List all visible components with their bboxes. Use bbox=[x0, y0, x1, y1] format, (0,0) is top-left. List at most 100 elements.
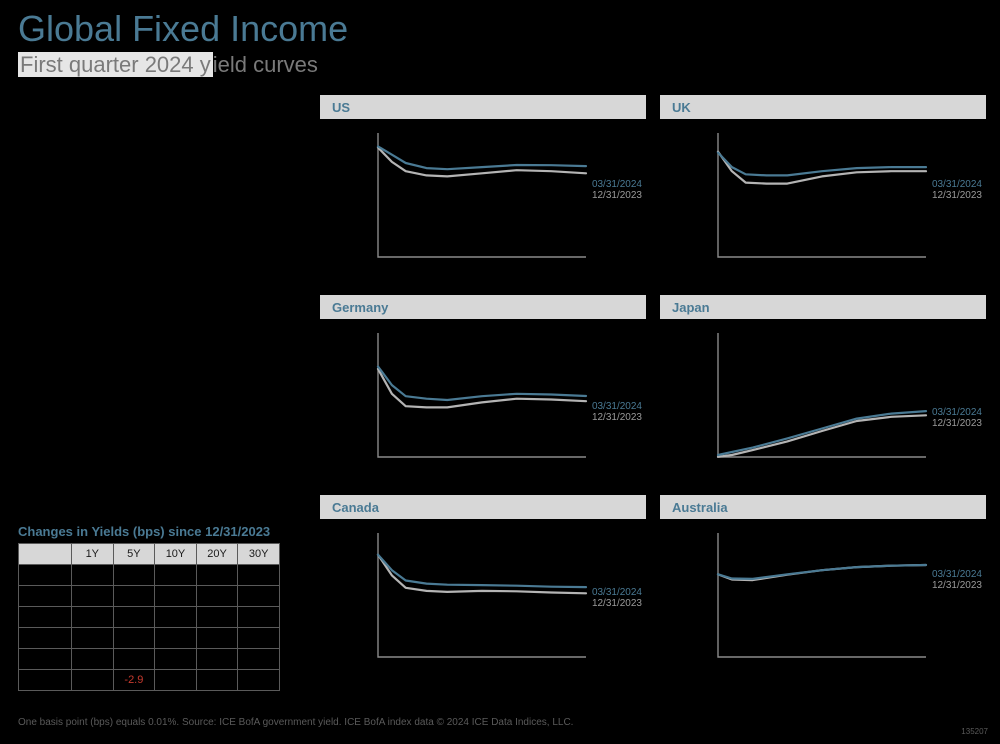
chart-title-bar: Canada bbox=[320, 495, 646, 519]
bps-table-title: Changes in Yields (bps) since 12/31/2023 bbox=[18, 524, 280, 539]
series-recent bbox=[718, 565, 926, 579]
bps-cell bbox=[238, 586, 280, 607]
bps-cell bbox=[196, 565, 238, 586]
chart-title-bar: UK bbox=[660, 95, 986, 119]
chart-legend: 03/31/202412/31/2023 bbox=[932, 407, 982, 429]
bps-cell bbox=[72, 565, 114, 586]
legend-prior: 12/31/2023 bbox=[592, 190, 642, 201]
chart-title: UK bbox=[672, 100, 691, 115]
chart-title: Germany bbox=[332, 300, 388, 315]
series-recent bbox=[378, 146, 586, 169]
legend-prior: 12/31/2023 bbox=[592, 598, 642, 609]
chart-panel: US 03/31/202412/31/2023 bbox=[320, 95, 646, 269]
chart-body: 03/31/202412/31/2023 bbox=[320, 319, 646, 469]
legend-recent: 03/31/2024 bbox=[932, 407, 982, 418]
chart-panel: Japan 03/31/202412/31/2023 bbox=[660, 295, 986, 469]
chart-title-bar: Japan bbox=[660, 295, 986, 319]
bps-table: 1Y5Y10Y20Y30Y -2.9 bbox=[18, 543, 280, 691]
table-row bbox=[19, 649, 280, 670]
bps-col-header: 5Y bbox=[113, 544, 155, 565]
legend-recent: 03/31/2024 bbox=[592, 179, 642, 190]
bps-cell bbox=[196, 586, 238, 607]
chart-axis bbox=[378, 533, 586, 657]
chart-svg bbox=[660, 519, 986, 669]
bps-col-header: 1Y bbox=[72, 544, 114, 565]
chart-panel: Canada 03/31/202412/31/2023 bbox=[320, 495, 646, 669]
chart-row: US03/31/202412/31/2023UK03/31/202412/31/… bbox=[320, 95, 986, 269]
legend-prior: 12/31/2023 bbox=[932, 418, 982, 429]
chart-axis bbox=[718, 533, 926, 657]
chart-body: 03/31/202412/31/2023 bbox=[660, 319, 986, 469]
chart-body: 03/31/202412/31/2023 bbox=[660, 119, 986, 269]
table-row bbox=[19, 565, 280, 586]
bps-cell bbox=[238, 607, 280, 628]
bps-cell bbox=[113, 649, 155, 670]
bps-cell bbox=[113, 628, 155, 649]
series-recent bbox=[378, 555, 586, 587]
bps-table-wrap: Changes in Yields (bps) since 12/31/2023… bbox=[18, 524, 280, 691]
page-subtitle: First quarter 2024 yield curves bbox=[18, 52, 318, 78]
legend-recent: 03/31/2024 bbox=[932, 179, 982, 190]
bps-cell bbox=[19, 628, 72, 649]
chart-title: US bbox=[332, 100, 350, 115]
legend-prior: 12/31/2023 bbox=[932, 190, 982, 201]
bps-cell bbox=[19, 586, 72, 607]
bps-cell bbox=[113, 586, 155, 607]
bps-cell bbox=[19, 607, 72, 628]
table-row bbox=[19, 628, 280, 649]
bps-cell bbox=[72, 607, 114, 628]
bps-cell: -2.9 bbox=[113, 670, 155, 691]
chart-body: 03/31/202412/31/2023 bbox=[320, 519, 646, 669]
chart-legend: 03/31/202412/31/2023 bbox=[932, 179, 982, 201]
series-prior bbox=[718, 415, 926, 457]
chart-panel: Germany 03/31/202412/31/2023 bbox=[320, 295, 646, 469]
chart-title-bar: Germany bbox=[320, 295, 646, 319]
bps-cell bbox=[113, 607, 155, 628]
bps-cell bbox=[155, 628, 197, 649]
chart-body: 03/31/202412/31/2023 bbox=[660, 519, 986, 669]
chart-svg bbox=[320, 319, 646, 469]
bps-cell bbox=[19, 649, 72, 670]
bps-cell bbox=[72, 670, 114, 691]
page-title: Global Fixed Income bbox=[18, 8, 348, 50]
chart-title: Australia bbox=[672, 500, 728, 515]
bps-cell bbox=[72, 649, 114, 670]
bps-cell bbox=[72, 628, 114, 649]
bps-cell bbox=[155, 607, 197, 628]
bps-cell bbox=[72, 586, 114, 607]
chart-title-bar: US bbox=[320, 95, 646, 119]
bps-cell bbox=[113, 565, 155, 586]
page-root: Global Fixed Income First quarter 2024 y… bbox=[0, 0, 1000, 744]
bps-cell bbox=[155, 586, 197, 607]
chart-axis bbox=[718, 333, 926, 457]
bps-cell bbox=[155, 670, 197, 691]
legend-recent: 03/31/2024 bbox=[932, 569, 982, 580]
chart-row: Germany 03/31/202412/31/2023 Japan 03/31/20… bbox=[320, 295, 986, 469]
chart-title-bar: Australia bbox=[660, 495, 986, 519]
bps-col-header: 10Y bbox=[155, 544, 197, 565]
series-recent bbox=[378, 367, 586, 401]
bps-cell bbox=[196, 607, 238, 628]
bps-cell bbox=[19, 670, 72, 691]
table-row bbox=[19, 607, 280, 628]
bps-cell bbox=[155, 565, 197, 586]
chart-panel: Australia 03/31/202412/31/2023 bbox=[660, 495, 986, 669]
chart-legend: 03/31/202412/31/2023 bbox=[592, 401, 642, 423]
legend-prior: 12/31/2023 bbox=[932, 580, 982, 591]
source-note: One basis point (bps) equals 0.01%. Sour… bbox=[18, 717, 573, 728]
chart-title: Canada bbox=[332, 500, 379, 515]
bps-col-header bbox=[19, 544, 72, 565]
bps-col-header: 20Y bbox=[196, 544, 238, 565]
subtitle-rest: ield curves bbox=[213, 52, 318, 77]
chart-legend: 03/31/202412/31/2023 bbox=[932, 569, 982, 591]
chart-row: Canada03/31/202412/31/2023Australia03/31… bbox=[320, 495, 986, 669]
bps-cell bbox=[155, 649, 197, 670]
bps-cell bbox=[196, 670, 238, 691]
chart-svg bbox=[660, 319, 986, 469]
bps-cell bbox=[196, 628, 238, 649]
chart-title: Japan bbox=[672, 300, 710, 315]
series-prior bbox=[378, 148, 586, 177]
chart-legend: 03/31/202412/31/2023 bbox=[592, 179, 642, 201]
bps-col-header: 30Y bbox=[238, 544, 280, 565]
subtitle-highlight: First quarter 2024 y bbox=[18, 52, 213, 77]
